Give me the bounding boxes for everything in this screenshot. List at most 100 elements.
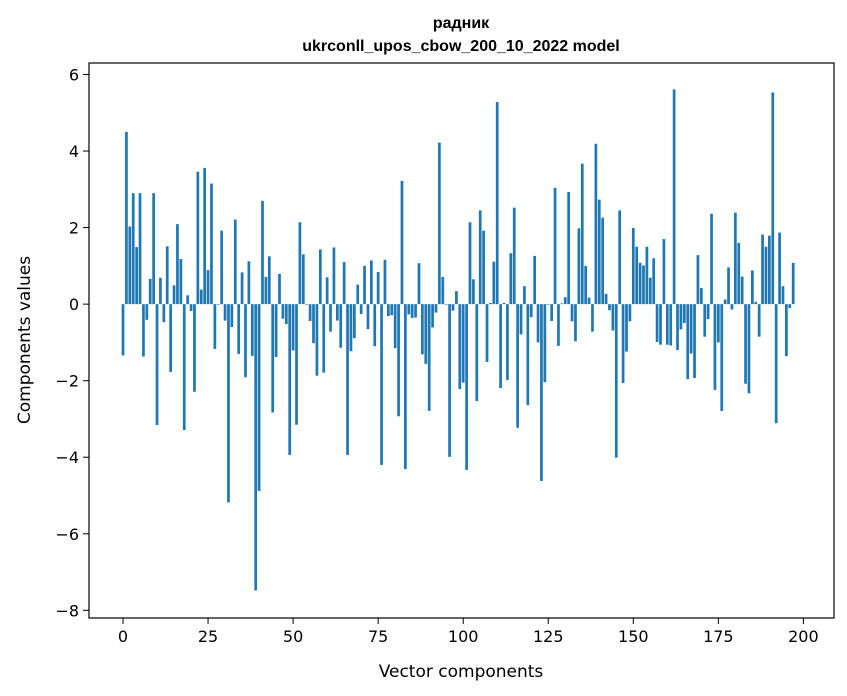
bar xyxy=(614,304,618,458)
x-tick-label: 0 xyxy=(118,627,128,646)
bar xyxy=(570,304,574,322)
bar xyxy=(676,304,679,351)
bar xyxy=(512,207,516,305)
y-axis-ticks: −8 −6 −4 −2 0 2 4 6 xyxy=(55,65,89,620)
x-axis-ticks: 0 25 50 75 100 125 150 175 200 xyxy=(118,618,819,646)
y-tick-label: −6 xyxy=(55,525,79,544)
bar xyxy=(757,304,761,337)
bar xyxy=(550,304,554,321)
x-axis-label: Vector components xyxy=(379,662,544,682)
bar xyxy=(574,304,577,342)
bar xyxy=(339,304,343,348)
bar xyxy=(308,304,312,321)
bar xyxy=(274,304,278,357)
bar xyxy=(199,289,203,305)
bar xyxy=(179,258,183,305)
bar xyxy=(335,304,339,321)
bar xyxy=(291,304,295,351)
bar xyxy=(502,302,506,305)
bar xyxy=(774,304,778,424)
bar xyxy=(492,261,496,305)
bar xyxy=(410,304,414,318)
bar xyxy=(689,304,693,354)
bar xyxy=(407,304,411,315)
bar xyxy=(227,304,230,503)
bar xyxy=(553,187,557,305)
bar xyxy=(754,301,758,305)
bar xyxy=(131,193,135,305)
bar xyxy=(431,304,434,328)
bar xyxy=(404,304,407,470)
bar xyxy=(145,304,149,320)
x-tick-label: 50 xyxy=(283,627,303,646)
bar xyxy=(655,304,659,343)
y-tick-label: −4 xyxy=(55,448,79,467)
bar xyxy=(665,304,669,345)
bar xyxy=(135,247,138,305)
bar xyxy=(645,246,649,305)
bar xyxy=(434,304,438,313)
bar xyxy=(261,200,264,305)
bar xyxy=(223,304,227,321)
bar xyxy=(478,210,482,305)
bar xyxy=(580,163,584,305)
bar xyxy=(142,304,145,357)
y-tick-label: 4 xyxy=(69,142,79,161)
bar xyxy=(189,304,193,312)
bar xyxy=(591,304,594,332)
bar xyxy=(631,227,635,305)
bar xyxy=(186,295,190,305)
bar xyxy=(176,224,179,305)
bar xyxy=(733,212,737,305)
bar xyxy=(621,304,625,383)
bar xyxy=(427,304,431,411)
bar xyxy=(472,279,475,305)
bar xyxy=(240,272,244,305)
bar xyxy=(638,262,642,305)
bar xyxy=(138,193,142,305)
y-tick-label: 2 xyxy=(69,219,79,238)
bar xyxy=(162,304,166,323)
bar xyxy=(727,267,730,305)
bar xyxy=(305,304,309,305)
chart-title-line-2: ukrconll_upos_cbow_200_10_2022 model xyxy=(302,38,619,55)
bar xyxy=(720,304,724,411)
bar xyxy=(560,303,564,305)
bar xyxy=(125,131,128,305)
bar xyxy=(594,143,598,305)
bar xyxy=(679,304,683,330)
bar xyxy=(397,304,400,417)
bar xyxy=(448,304,451,457)
bar xyxy=(159,277,162,305)
bar xyxy=(322,304,326,373)
bar xyxy=(652,258,656,305)
bar xyxy=(499,304,502,388)
bar xyxy=(196,171,200,305)
bar-series xyxy=(121,89,795,591)
bar xyxy=(237,304,241,354)
bar xyxy=(424,304,428,364)
bar xyxy=(128,226,132,305)
bar xyxy=(312,304,315,344)
bar xyxy=(373,304,377,347)
bar xyxy=(421,304,424,355)
chart-title-line-1: радник xyxy=(433,15,490,32)
bar xyxy=(509,253,513,305)
bar xyxy=(254,304,258,591)
bar xyxy=(349,304,353,352)
bar xyxy=(438,142,441,305)
bar xyxy=(611,304,615,331)
bar xyxy=(468,222,472,305)
bar xyxy=(315,304,319,376)
bar xyxy=(523,286,526,305)
bar xyxy=(257,304,261,491)
x-tick-label: 200 xyxy=(788,627,819,646)
y-tick-label: −2 xyxy=(55,372,79,391)
bar xyxy=(608,304,611,311)
bar xyxy=(563,297,567,305)
bar xyxy=(332,247,336,305)
bar xyxy=(771,92,775,305)
bar xyxy=(342,262,346,305)
bar xyxy=(366,304,370,330)
bar xyxy=(635,246,639,305)
